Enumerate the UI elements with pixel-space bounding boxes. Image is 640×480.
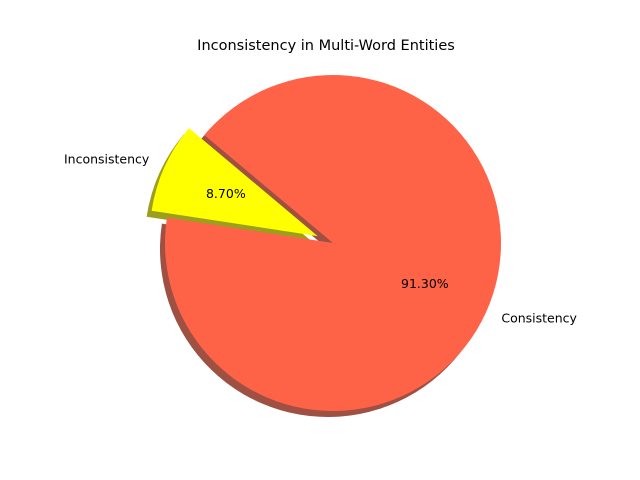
- slice-inconsistency: [151, 128, 318, 237]
- slices: [151, 74, 502, 411]
- pct-label-consistency: 91.30%: [401, 276, 449, 291]
- chart-title: Inconsistency in Multi-Word Entities: [197, 38, 455, 54]
- slice-consistency: [165, 74, 502, 411]
- slice-labels: 8.70% Inconsistency 91.30% Consistency: [64, 151, 578, 325]
- slice-label-inconsistency: Inconsistency: [64, 151, 150, 166]
- pct-label-inconsistency: 8.70%: [206, 186, 246, 201]
- slice-label-consistency: Consistency: [501, 311, 577, 326]
